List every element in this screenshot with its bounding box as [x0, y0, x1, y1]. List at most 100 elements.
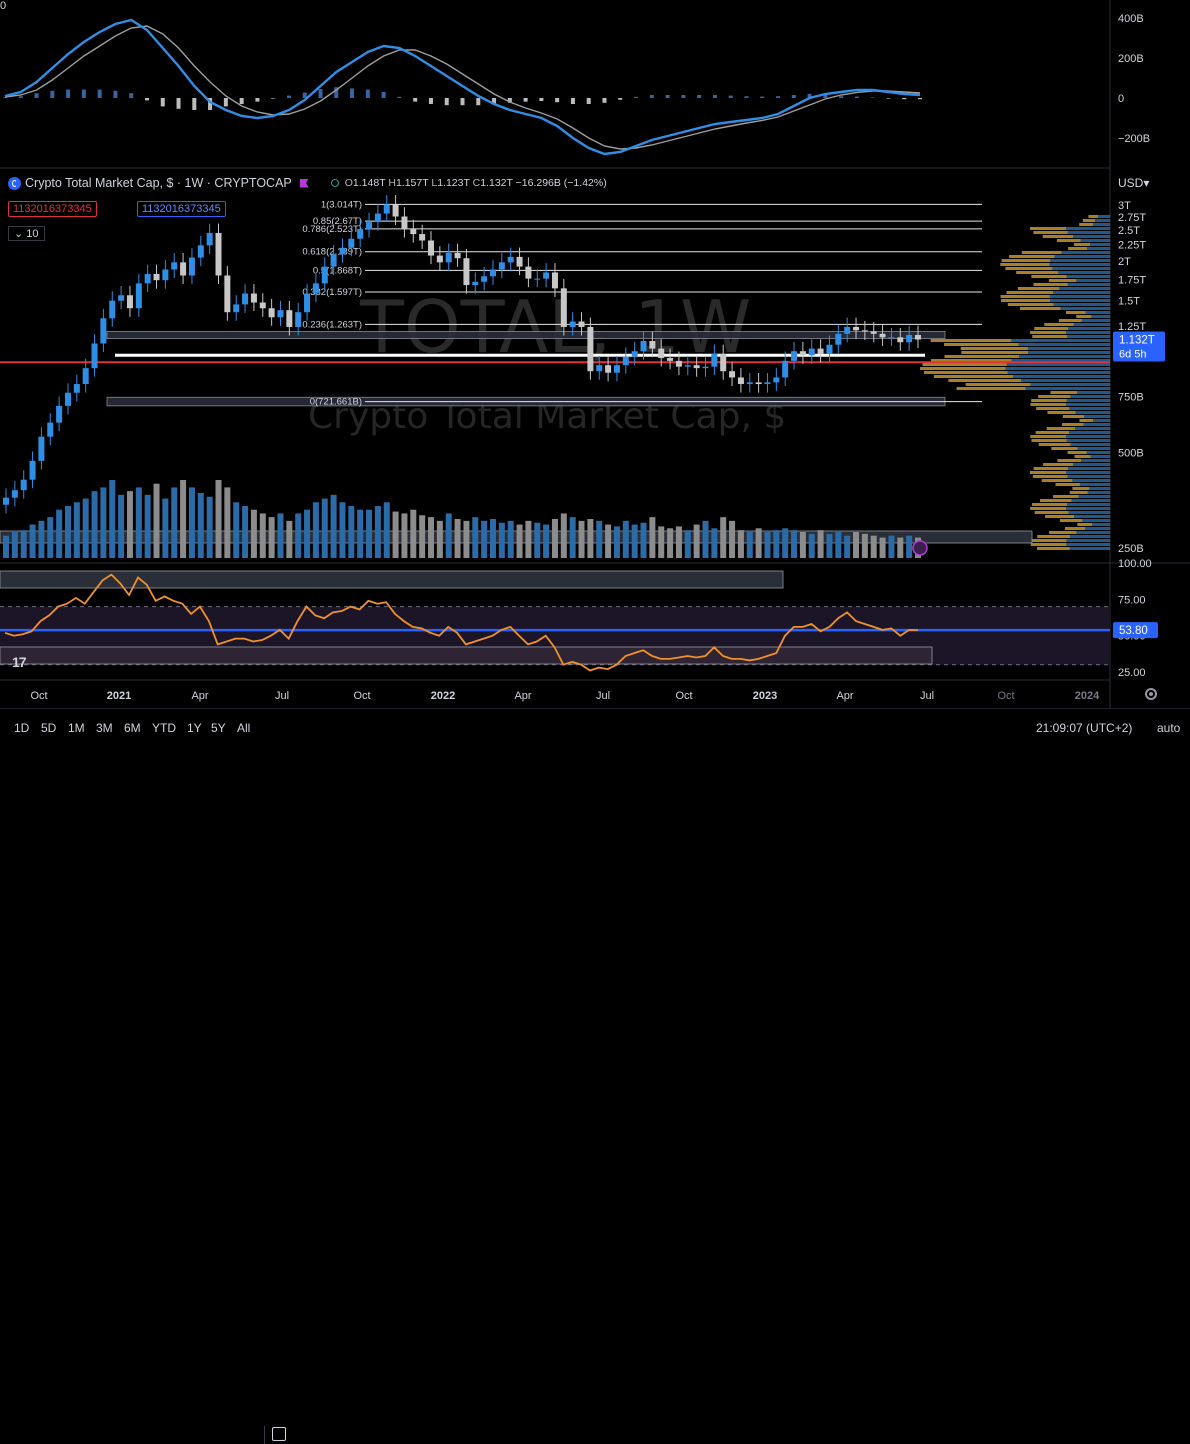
- macd-histogram-bar: [618, 98, 623, 100]
- rsi-badge: [1113, 622, 1158, 639]
- volume-bar: [38, 520, 45, 558]
- volume-bar: [188, 487, 195, 558]
- volume-profile-bar: [1095, 219, 1110, 222]
- volume-profile-bar: [1046, 427, 1076, 430]
- candle-body: [392, 204, 399, 217]
- candle-body: [171, 262, 178, 270]
- candle-body: [622, 356, 629, 366]
- volume-profile-bar: [1045, 515, 1075, 518]
- volume-profile-bar: [944, 355, 1020, 358]
- timeframe-6m[interactable]: 6M: [124, 721, 141, 735]
- candle-body: [534, 278, 541, 280]
- volume-profile-bar: [1001, 299, 1051, 302]
- volume-profile-bar: [1069, 535, 1110, 538]
- time-axis-tick: Jul: [596, 690, 610, 702]
- symbol-title[interactable]: Crypto Total Market Cap, $ · 1W · CRYPTO…: [25, 176, 292, 190]
- candle-body: [330, 254, 337, 267]
- candle-body: [259, 302, 266, 309]
- macd-histogram-bar: [271, 98, 276, 99]
- candle-body: [286, 310, 293, 327]
- sell-price-button[interactable]: 1132016373345: [8, 201, 97, 217]
- volume-bar: [534, 522, 541, 558]
- candle-body: [525, 266, 532, 279]
- candle-body: [436, 255, 443, 263]
- volume-profile-bar: [1030, 383, 1110, 386]
- volume-profile-bar: [1077, 447, 1110, 450]
- macd-histogram-bar: [160, 98, 165, 107]
- auto-scale-toggle[interactable]: auto: [1157, 721, 1181, 735]
- timeframe-5y[interactable]: 5Y: [211, 721, 226, 735]
- volume-bar: [746, 532, 753, 558]
- timeframe-1m[interactable]: 1M: [68, 721, 85, 735]
- volume-profile-bar: [1031, 399, 1067, 402]
- volume-profile-bar: [1031, 503, 1068, 506]
- volume-bar: [702, 520, 709, 558]
- candle-body: [268, 308, 275, 318]
- macd-histogram-bar: [66, 89, 71, 98]
- candle-body: [791, 351, 798, 361]
- volume-bar: [383, 502, 390, 558]
- macd-histogram-bar: [81, 89, 86, 98]
- timeframe-all[interactable]: All: [237, 721, 251, 735]
- volume-profile-bar: [1069, 547, 1110, 550]
- currency-selector[interactable]: USD▾: [1118, 176, 1149, 190]
- candle-body: [587, 326, 594, 372]
- volume-bar: [711, 528, 718, 558]
- timeframe-1d[interactable]: 1D: [14, 721, 30, 735]
- clock: 21:09:07 (UTC+2): [1036, 721, 1133, 735]
- candle-body: [38, 436, 45, 461]
- volume-bar: [870, 535, 877, 558]
- volume-profile-bar: [1082, 219, 1096, 222]
- timeframe-3m[interactable]: 3M: [96, 721, 113, 735]
- volume-profile-bar: [1061, 251, 1110, 254]
- volume-profile-bar: [1071, 499, 1110, 502]
- volume-profile-bar: [1052, 267, 1110, 270]
- candle-body: [383, 204, 390, 214]
- spread-value: 0: [0, 0, 7, 12]
- volume-bar: [126, 491, 133, 558]
- macd-histogram-bar: [823, 95, 828, 98]
- macd-histogram-bar: [255, 98, 260, 102]
- volume-bar: [197, 493, 204, 558]
- volume-profile-bar: [1066, 331, 1110, 334]
- volume-bar: [268, 517, 275, 558]
- volume-profile-bar: [1006, 291, 1054, 294]
- flag-icon[interactable]: [299, 178, 309, 188]
- timeframe-5d[interactable]: 5D: [41, 721, 57, 735]
- tradingview-logo-icon[interactable]: 17: [12, 654, 27, 670]
- volume-profile-bar: [1079, 419, 1094, 422]
- timeframe-ytd[interactable]: YTD: [152, 721, 176, 735]
- candle-body: [720, 353, 727, 372]
- candle-body: [596, 365, 603, 372]
- macd-histogram-bar: [192, 98, 197, 110]
- volume-bar: [454, 519, 461, 558]
- timeframe-1y[interactable]: 1Y: [187, 721, 202, 735]
- candle-body: [675, 360, 682, 367]
- candle-body: [551, 272, 558, 289]
- date-range-icon[interactable]: [272, 1427, 286, 1441]
- volume-bar: [693, 524, 700, 558]
- time-axis-tick: Oct: [30, 690, 47, 702]
- candle-body: [773, 377, 780, 383]
- volume-profile-bar: [1005, 367, 1110, 370]
- buy-price-button[interactable]: 1132016373345: [137, 201, 226, 217]
- macd-histogram-bar: [460, 98, 465, 106]
- volume-profile-bar: [1030, 403, 1067, 406]
- volume-profile-bar: [1067, 467, 1110, 470]
- macd-histogram-bar: [634, 96, 639, 98]
- macd-histogram-bar: [570, 98, 575, 104]
- volume-bar: [47, 517, 54, 558]
- macd-signal-line: [4, 25, 921, 150]
- volume-profile-bar: [1049, 263, 1110, 266]
- volume-profile-bar: [1067, 283, 1110, 286]
- volume-bar: [259, 513, 266, 558]
- volume-bar: [153, 483, 160, 558]
- symbol-header[interactable]: Crypto Total Market Cap, $ · 1W · CRYPTO…: [8, 176, 607, 190]
- indicator-input[interactable]: ⌄ 10: [8, 226, 45, 241]
- gear-icon[interactable]: [1145, 688, 1157, 700]
- volume-bar: [410, 509, 417, 558]
- candle-body: [746, 382, 753, 385]
- time-axis-tick: 2022: [431, 690, 455, 702]
- volume-profile-bar: [1073, 235, 1110, 238]
